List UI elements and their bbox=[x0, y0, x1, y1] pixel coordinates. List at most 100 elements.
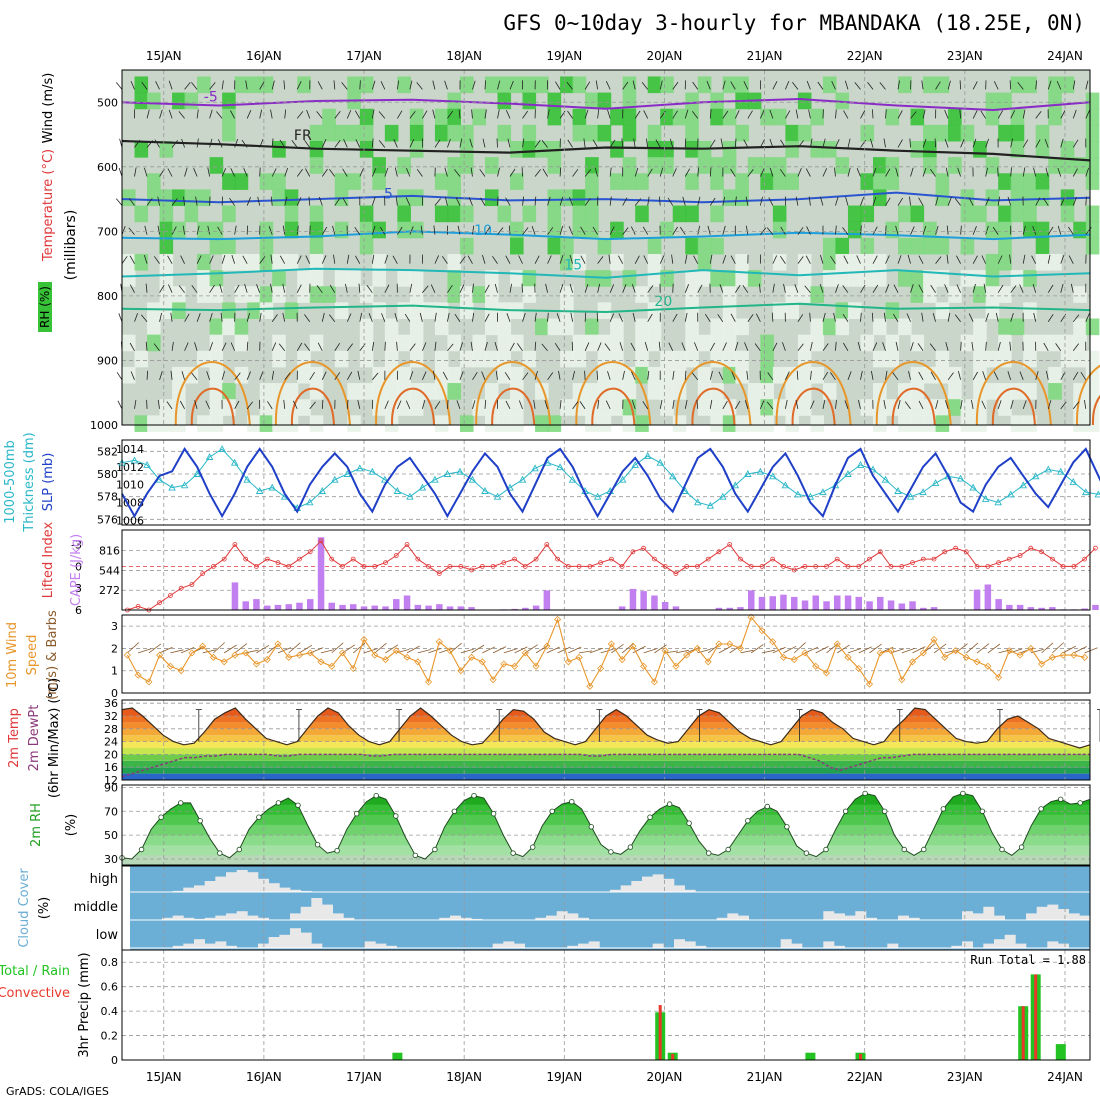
wind-barb bbox=[282, 225, 286, 235]
rh-cell bbox=[998, 173, 1012, 190]
rh-cell bbox=[998, 92, 1012, 110]
wind-barb bbox=[296, 342, 303, 351]
slp-line bbox=[121, 447, 1100, 519]
wind-barb bbox=[434, 341, 437, 351]
wind-barb bbox=[918, 284, 924, 293]
wind-barb bbox=[484, 341, 488, 351]
rh-cell bbox=[222, 92, 236, 110]
rh-cell bbox=[622, 383, 637, 400]
wind-barb bbox=[930, 284, 936, 293]
wind-barb bbox=[796, 370, 799, 380]
wind-barb bbox=[885, 225, 887, 235]
cloud-free-bar bbox=[268, 883, 280, 892]
thickness-point bbox=[468, 475, 477, 483]
wind-barb bbox=[572, 168, 579, 177]
rh-cell bbox=[359, 350, 374, 368]
wind-barb bbox=[1080, 371, 1087, 381]
wind-barb bbox=[1085, 313, 1090, 322]
wind-barb bbox=[534, 139, 541, 148]
rh-cell bbox=[760, 350, 774, 368]
rh-cell bbox=[572, 253, 587, 271]
rh-cell bbox=[484, 383, 499, 400]
cape-bar bbox=[1049, 607, 1056, 610]
lifted-index-point bbox=[791, 567, 797, 573]
rh-cell bbox=[172, 415, 186, 432]
wind-speed-point bbox=[962, 653, 970, 661]
lifted-index-point bbox=[920, 556, 926, 562]
rh-cell bbox=[960, 124, 975, 142]
wind-barb bbox=[1060, 255, 1065, 264]
wind-barb bbox=[544, 400, 548, 409]
rh-cell bbox=[847, 270, 862, 287]
wind-barb bbox=[1019, 284, 1024, 293]
rh-cell bbox=[359, 383, 374, 400]
rh-cell bbox=[197, 253, 211, 271]
wind-barb bbox=[472, 371, 478, 381]
surface-wind-barb bbox=[492, 646, 507, 654]
wind-barb bbox=[783, 283, 786, 293]
rh-band bbox=[122, 814, 1090, 825]
lifted-index-point bbox=[361, 564, 367, 569]
rh-line bbox=[121, 792, 1091, 860]
rh-cell bbox=[923, 124, 937, 142]
surface-wind-barb bbox=[858, 646, 872, 654]
wind-barb bbox=[646, 138, 649, 148]
thickness-point bbox=[981, 494, 990, 502]
wind-barb bbox=[910, 283, 914, 293]
wind-barb bbox=[522, 196, 524, 206]
rh-cell bbox=[1085, 237, 1100, 255]
wind-barb bbox=[622, 370, 625, 380]
wind-barb bbox=[634, 255, 640, 264]
wind-barb bbox=[422, 400, 426, 409]
wind-barb bbox=[954, 198, 961, 206]
thickness-point bbox=[130, 456, 139, 464]
rh-cell bbox=[710, 334, 724, 352]
wind-barb bbox=[647, 285, 654, 293]
wind-barb bbox=[1033, 167, 1037, 177]
rh-cell bbox=[660, 270, 674, 287]
isotherm-line bbox=[121, 191, 1091, 204]
wind-barb bbox=[219, 283, 223, 293]
wind-barb bbox=[734, 341, 739, 351]
rh-cell bbox=[272, 415, 286, 432]
rh-cell bbox=[384, 350, 399, 368]
wind-barb bbox=[472, 225, 475, 235]
surface-wind-barb bbox=[632, 645, 646, 654]
wind-barb bbox=[270, 109, 273, 119]
temp-band bbox=[122, 708, 1090, 710]
wind-barb bbox=[157, 399, 160, 409]
lifted-index-point bbox=[372, 564, 378, 569]
wind-barb bbox=[971, 399, 974, 409]
wind-barb bbox=[835, 109, 837, 119]
rh-cell bbox=[935, 124, 950, 142]
wind-speed-point bbox=[1027, 644, 1035, 652]
rh-cell bbox=[359, 108, 374, 126]
rh-cell bbox=[409, 221, 424, 239]
wind-barb bbox=[684, 370, 687, 380]
lifted-index-point bbox=[641, 545, 646, 551]
wind-barb bbox=[1060, 371, 1066, 381]
wind-speed-axis-label: Speed bbox=[25, 635, 40, 676]
rh-cell bbox=[985, 253, 1000, 271]
wind-speed-point bbox=[736, 644, 745, 652]
wind-barb bbox=[355, 139, 361, 148]
wind-barb bbox=[378, 140, 386, 148]
wind-barb bbox=[772, 81, 778, 90]
wind-speed-point bbox=[597, 664, 605, 673]
wind-barb bbox=[980, 110, 986, 119]
rh-point bbox=[314, 842, 321, 848]
cloud-free-bar bbox=[823, 911, 835, 920]
rh-cell bbox=[159, 415, 174, 432]
lifted-index-point bbox=[662, 564, 668, 569]
lifted-index-point bbox=[1017, 553, 1023, 558]
wind-barb bbox=[795, 109, 799, 119]
wind-barb bbox=[935, 400, 939, 409]
cloud-free-bar bbox=[204, 881, 216, 892]
rh-cell bbox=[1023, 76, 1037, 94]
temp-tick-label: 24 bbox=[104, 736, 118, 749]
wind-barb bbox=[181, 138, 185, 148]
wind-barb bbox=[872, 342, 878, 351]
wind-barb bbox=[722, 110, 729, 119]
wind-barb bbox=[771, 312, 774, 322]
date-tick-label: 21JAN bbox=[747, 1070, 783, 1084]
